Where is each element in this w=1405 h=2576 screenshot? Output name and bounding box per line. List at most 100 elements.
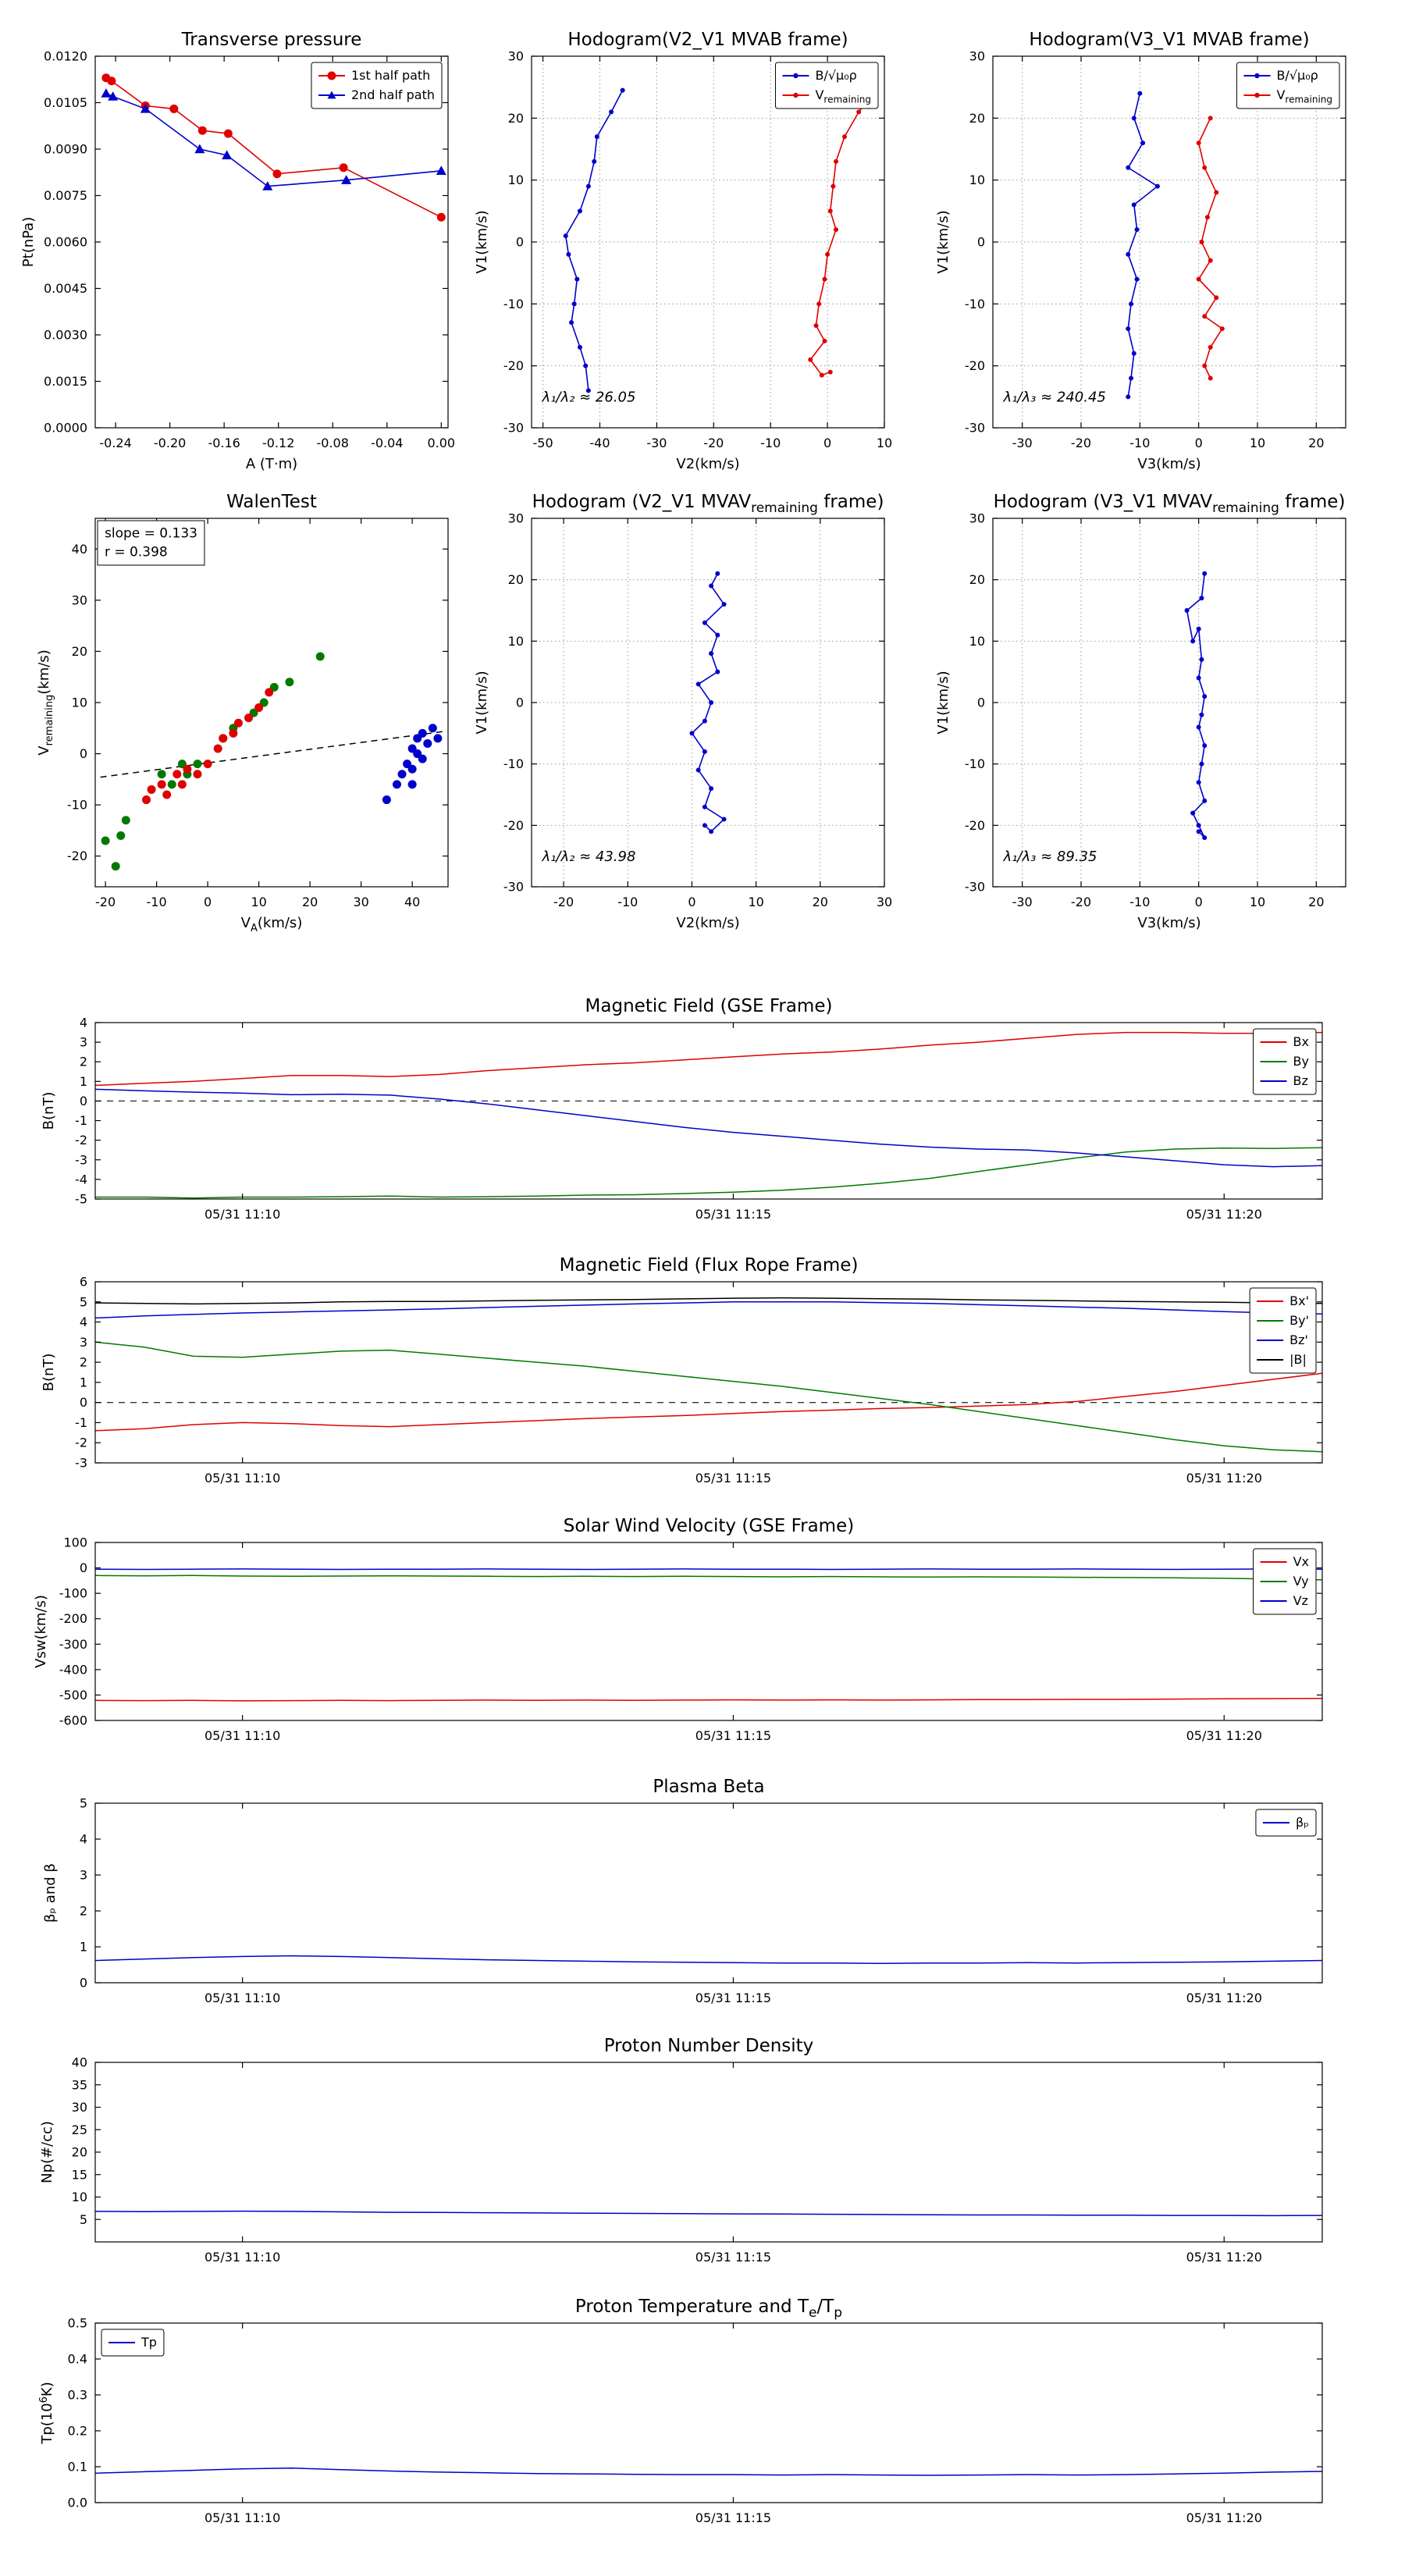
svg-text:30: 30: [508, 511, 524, 526]
svg-text:05/31 11:10: 05/31 11:10: [205, 1471, 280, 1485]
svg-text:30: 30: [969, 511, 985, 526]
svg-text:0.2: 0.2: [68, 2424, 87, 2439]
chart-hodogram-v2v1-mvab: -50 -40 -30 -20 -10 0 10 -30 -20 -10 0 10 20 30 Hodogr…: [464, 20, 898, 476]
chart-solar-wind-velocity: 05/31 11:10 05/31 11:15 05/31 11:20 -600 -50…: [25, 1508, 1336, 1755]
svg-text:0.0015: 0.0015: [44, 374, 87, 389]
svg-text:-300: -300: [59, 1637, 87, 1652]
svg-text:-0.04: -0.04: [371, 436, 403, 450]
svg-text:0: 0: [977, 235, 985, 250]
svg-text:-600: -600: [59, 1713, 87, 1728]
svg-text:Bz: Bz: [1293, 1073, 1308, 1088]
svg-text:0.0090: 0.0090: [44, 142, 87, 157]
svg-text:-10: -10: [965, 297, 985, 311]
svg-text:5: 5: [80, 1294, 87, 1309]
svg-text:Transverse pressure: Transverse pressure: [181, 30, 362, 50]
chart-proton-density: 05/31 11:10 05/31 11:15 05/31 11:20 5 10 15 20…: [25, 2028, 1336, 2276]
svg-text:15: 15: [72, 2167, 87, 2182]
svg-text:05/31 11:10: 05/31 11:10: [205, 1728, 280, 1743]
svg-text:20: 20: [969, 572, 985, 587]
svg-text:0: 0: [1195, 436, 1203, 450]
svg-text:-0.24: -0.24: [99, 436, 131, 450]
svg-text:05/31 11:20: 05/31 11:20: [1186, 1991, 1262, 2005]
svg-text:10: 10: [1250, 436, 1265, 450]
svg-text:1st half path: 1st half path: [351, 68, 430, 83]
svg-text:05/31 11:15: 05/31 11:15: [695, 2250, 771, 2265]
svg-text:-30: -30: [1012, 436, 1033, 450]
svg-text:-40: -40: [589, 436, 610, 450]
svg-text:WalenTest: WalenTest: [226, 492, 317, 512]
svg-text:05/31 11:10: 05/31 11:10: [205, 1207, 280, 1222]
svg-text:30: 30: [72, 592, 87, 607]
svg-text:20: 20: [1308, 895, 1324, 909]
svg-text:20: 20: [508, 111, 524, 126]
svg-text:0.4: 0.4: [68, 2352, 87, 2367]
svg-text:V2(km/s): V2(km/s): [676, 915, 739, 931]
svg-text:30: 30: [353, 895, 368, 909]
svg-text:0.0030: 0.0030: [44, 328, 87, 343]
svg-text:Vsw(km/s): Vsw(km/s): [33, 1595, 49, 1668]
svg-text:-5: -5: [75, 1192, 87, 1207]
svg-text:A (T·m): A (T·m): [246, 456, 297, 472]
svg-text:40: 40: [404, 895, 420, 909]
svg-text:-2: -2: [75, 1436, 87, 1450]
svg-text:-30: -30: [1012, 895, 1033, 909]
svg-text:VA(km/s): VA(km/s): [241, 915, 303, 934]
svg-text:By: By: [1293, 1054, 1309, 1069]
svg-text:4: 4: [80, 1016, 87, 1030]
svg-text:2: 2: [80, 1355, 87, 1370]
svg-text:0.5: 0.5: [68, 2316, 87, 2331]
svg-text:-30: -30: [965, 880, 985, 895]
svg-text:V1(km/s): V1(km/s): [474, 671, 490, 734]
svg-text:20: 20: [302, 895, 318, 909]
svg-text:0: 0: [80, 1976, 87, 1991]
svg-text:3: 3: [80, 1035, 87, 1050]
svg-text:0.00: 0.00: [427, 436, 455, 450]
svg-text:Bz': Bz': [1289, 1332, 1308, 1347]
svg-text:-10: -10: [67, 798, 87, 813]
svg-text:-0.20: -0.20: [154, 436, 186, 450]
svg-text:Vz: Vz: [1293, 1593, 1308, 1608]
svg-text:V1(km/s): V1(km/s): [935, 671, 951, 734]
svg-text:Hodogram (V3_V1 MVAVremaining: Hodogram (V3_V1 MVAVremaining frame): [994, 492, 1346, 516]
svg-text:1: 1: [80, 1375, 87, 1389]
svg-text:30: 30: [969, 49, 985, 64]
svg-text:λ₁/λ₂ ≈ 26.05: λ₁/λ₂ ≈ 26.05: [542, 390, 636, 406]
svg-text:4: 4: [80, 1832, 87, 1847]
svg-text:1: 1: [80, 1074, 87, 1089]
chart-hodogram-v3v1-mvav: -30 -20 -10 0 10 20 -30 -20 -10 0 10 20 30 Hodogram (…: [926, 482, 1360, 935]
svg-text:Vremaining: Vremaining: [1276, 87, 1332, 105]
svg-text:-20: -20: [703, 436, 724, 450]
svg-text:10: 10: [72, 2190, 87, 2204]
svg-text:0: 0: [204, 895, 212, 909]
svg-text:20: 20: [1308, 436, 1324, 450]
svg-text:Tp: Tp: [140, 2335, 157, 2350]
svg-text:-1: -1: [75, 1113, 87, 1128]
svg-text:05/31 11:15: 05/31 11:15: [695, 2510, 771, 2525]
chart-mag-field-gse: 05/31 11:10 05/31 11:15 05/31 11:20 -5 -4 -3 -…: [25, 988, 1336, 1233]
svg-text:Solar Wind Velocity (GSE Frame: Solar Wind Velocity (GSE Frame): [564, 1516, 854, 1536]
svg-text:10: 10: [877, 436, 892, 450]
svg-text:-500: -500: [59, 1688, 87, 1703]
svg-text:Hodogram(V3_V1 MVAB frame): Hodogram(V3_V1 MVAB frame): [1029, 30, 1309, 50]
svg-text:0: 0: [516, 696, 524, 710]
svg-text:10: 10: [969, 634, 985, 649]
svg-text:0: 0: [80, 746, 87, 761]
svg-text:20: 20: [508, 572, 524, 587]
svg-text:-20: -20: [67, 849, 87, 863]
svg-text:-0.16: -0.16: [208, 436, 240, 450]
svg-text:2: 2: [80, 1904, 87, 1919]
svg-text:V3(km/s): V3(km/s): [1137, 915, 1200, 931]
svg-text:20: 20: [72, 644, 87, 659]
svg-text:3: 3: [80, 1868, 87, 1883]
chart-walen-test: -20 -10 0 10 20 30 40 -20 -10 0 10 20 30 40 WalenTest V…: [20, 482, 462, 935]
svg-text:6: 6: [80, 1275, 87, 1290]
svg-text:10: 10: [508, 634, 524, 649]
svg-text:05/31 11:10: 05/31 11:10: [205, 1991, 280, 2005]
svg-text:B/√μ₀ρ: B/√μ₀ρ: [1276, 68, 1318, 83]
svg-text:B(nT): B(nT): [41, 1092, 57, 1130]
svg-text:V1(km/s): V1(km/s): [474, 210, 490, 273]
svg-text:V3(km/s): V3(km/s): [1137, 456, 1200, 472]
svg-text:0: 0: [1195, 895, 1203, 909]
svg-text:40: 40: [72, 2055, 87, 2070]
